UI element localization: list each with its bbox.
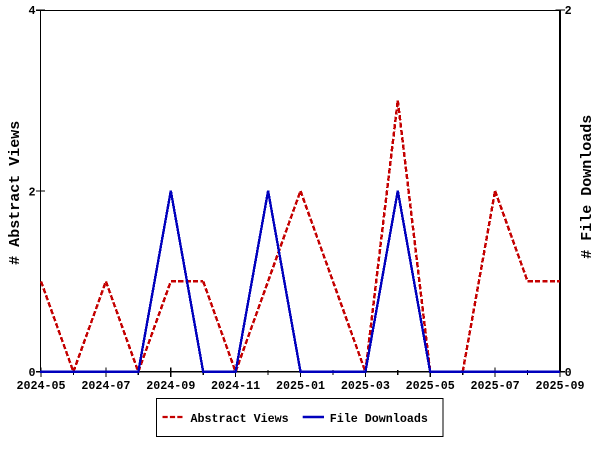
svg-text:2024-07: 2024-07 [81, 379, 130, 393]
svg-text:# File Downloads: # File Downloads [579, 115, 596, 259]
svg-text:2024-05: 2024-05 [16, 379, 65, 393]
svg-text:2025-05: 2025-05 [406, 379, 455, 393]
svg-text:2025-09: 2025-09 [535, 379, 584, 393]
svg-text:0: 0 [28, 366, 35, 380]
svg-text:2024-09: 2024-09 [146, 379, 195, 393]
svg-text:Abstract Views: Abstract Views [191, 412, 289, 426]
svg-text:# Abstract Views: # Abstract Views [7, 121, 24, 265]
svg-text:4: 4 [28, 4, 35, 18]
svg-text:2025-07: 2025-07 [471, 379, 520, 393]
svg-text:2025-01: 2025-01 [276, 379, 325, 393]
svg-text:File Downloads: File Downloads [330, 412, 428, 426]
svg-text:2: 2 [28, 186, 35, 200]
svg-text:2024-11: 2024-11 [211, 379, 260, 393]
svg-text:2: 2 [565, 4, 572, 18]
svg-text:2025-03: 2025-03 [341, 379, 390, 393]
svg-text:0: 0 [565, 366, 572, 380]
